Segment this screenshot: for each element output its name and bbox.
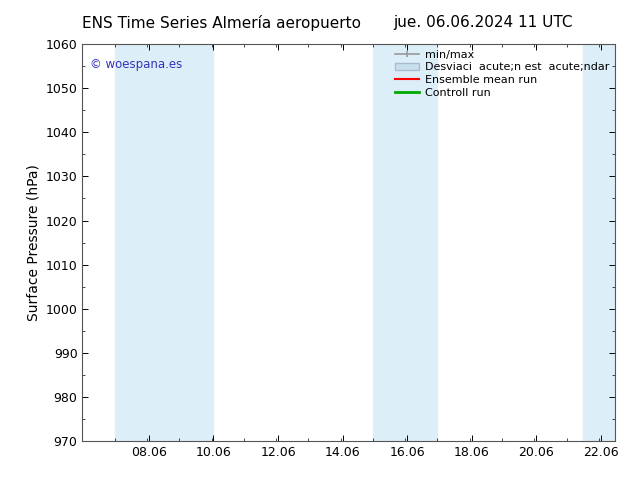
Text: ENS Time Series Almería aeropuerto: ENS Time Series Almería aeropuerto (82, 15, 361, 31)
Bar (373, 44, 437, 441)
Y-axis label: Surface Pressure (hPa): Surface Pressure (hPa) (26, 164, 40, 321)
Bar (115, 44, 214, 441)
Text: jue. 06.06.2024 11 UTC: jue. 06.06.2024 11 UTC (393, 15, 573, 30)
Legend: min/max, Desviaci  acute;n est  acute;ndar, Ensemble mean run, Controll run: min/max, Desviaci acute;n est acute;ndar… (393, 48, 612, 100)
Bar (583, 44, 615, 441)
Text: © woespana.es: © woespana.es (91, 58, 183, 71)
